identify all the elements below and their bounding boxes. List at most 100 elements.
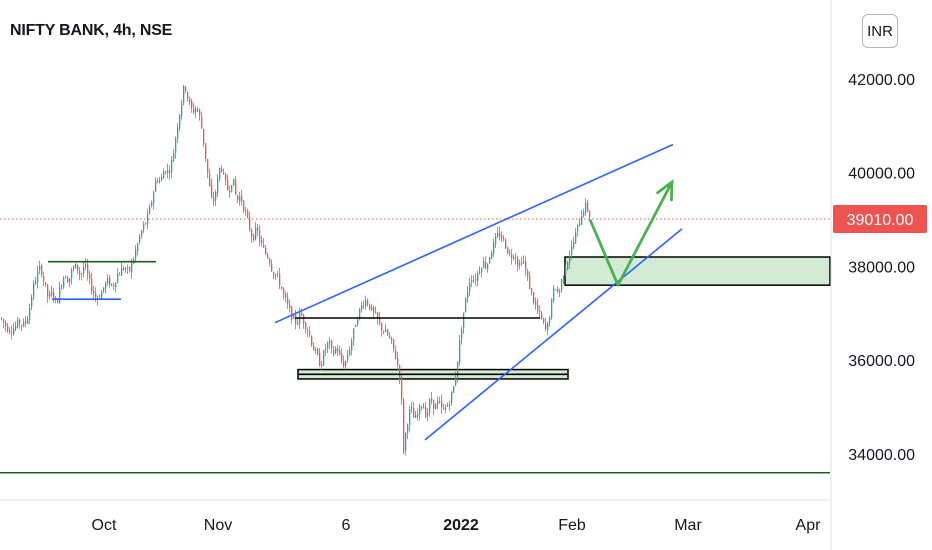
candle-body [385,329,387,333]
candle-body [109,277,111,285]
candle-body [525,261,527,270]
candle-body [471,280,473,283]
candle-body [435,403,437,410]
candle-body [225,173,227,181]
candle-body [533,292,535,303]
candle-body [573,241,575,249]
candle-body [329,341,331,343]
candle-body [261,240,263,244]
candle-body [459,340,461,363]
candle-body [383,331,385,333]
candle-body [515,257,517,259]
candle-body [413,408,415,418]
candle-body [323,350,325,365]
candle-body [423,407,425,409]
candle-body [523,261,525,263]
candle-body [237,195,239,200]
candle-body [469,282,471,292]
candle-body [441,400,443,408]
candle-body [563,275,565,279]
candle-body [551,299,553,319]
candle-body [455,377,457,386]
candle-body [579,223,581,226]
candle-body [177,127,179,139]
candle-body [395,349,397,359]
candle-body [583,211,585,216]
annotation-layer [0,143,830,474]
currency-button[interactable]: INR [862,14,898,48]
candle-body [157,181,159,183]
candle-body [553,287,555,301]
candle-body [231,184,233,192]
candle-body [257,227,259,231]
price-tick-label: 40000.00 [848,166,915,183]
candle-body [561,279,563,291]
candle-body [45,282,47,285]
candle-body [193,107,195,113]
candle-body [315,349,317,352]
candle-body [111,283,113,286]
candle-body [571,246,573,256]
candle-body [131,262,133,273]
candle-body [163,171,165,179]
candle-body [183,85,185,104]
support-zone-2 [564,256,831,286]
candle-body [49,294,51,297]
candle-body [175,138,177,153]
candle-body [335,347,337,354]
time-tick-label: 2022 [443,517,479,534]
price-axis[interactable]: 34000.00 36000.00 38000.00 40000.00 42000.00 [848,72,915,464]
candle-body [367,300,369,305]
candle-body [13,329,15,335]
candle-body [67,277,69,283]
candle-body [397,358,399,365]
candle-body [341,353,343,362]
candle-body [211,184,213,198]
candle-body [399,365,401,378]
candle-body [121,267,123,276]
candle-body [319,353,321,367]
candle-body [453,386,455,393]
candle-body [29,308,31,320]
candle-body [549,317,551,324]
candle-body [181,103,183,117]
candle-body [197,109,199,111]
candle-body [565,268,567,275]
candle-body [243,200,245,211]
candle-body [445,407,447,410]
candle-body [209,173,211,187]
candle-body [491,252,493,259]
candle-body [497,233,499,237]
candle-body [3,319,5,323]
candle-body [87,264,89,275]
candle-body [381,323,383,331]
candle-body [5,322,7,327]
candle-body [505,239,507,249]
candle-body [507,247,509,254]
candle-body [75,263,77,269]
candle-body [463,312,465,329]
candle-body [451,391,453,404]
candle-body [417,413,419,417]
candle-body [313,346,315,351]
candle-body [345,361,347,366]
time-axis[interactable]: Oct Nov 6 2022 Feb Mar Apr [92,517,822,534]
candle-body [21,324,23,326]
candle-body [113,285,115,287]
candle-body [585,202,587,213]
candle-body [203,128,205,144]
candle-body [151,202,153,206]
candle-body [483,261,485,268]
candle-body [115,282,117,288]
candle-body [271,263,273,271]
candle-body [19,319,21,325]
candle-body [485,261,487,268]
candle-body [379,318,381,324]
candle-body [331,340,333,349]
candle-body [403,399,405,452]
candle-body [47,284,49,297]
candle-body [93,290,95,294]
candle-body [513,257,515,259]
candle-body [15,325,17,330]
